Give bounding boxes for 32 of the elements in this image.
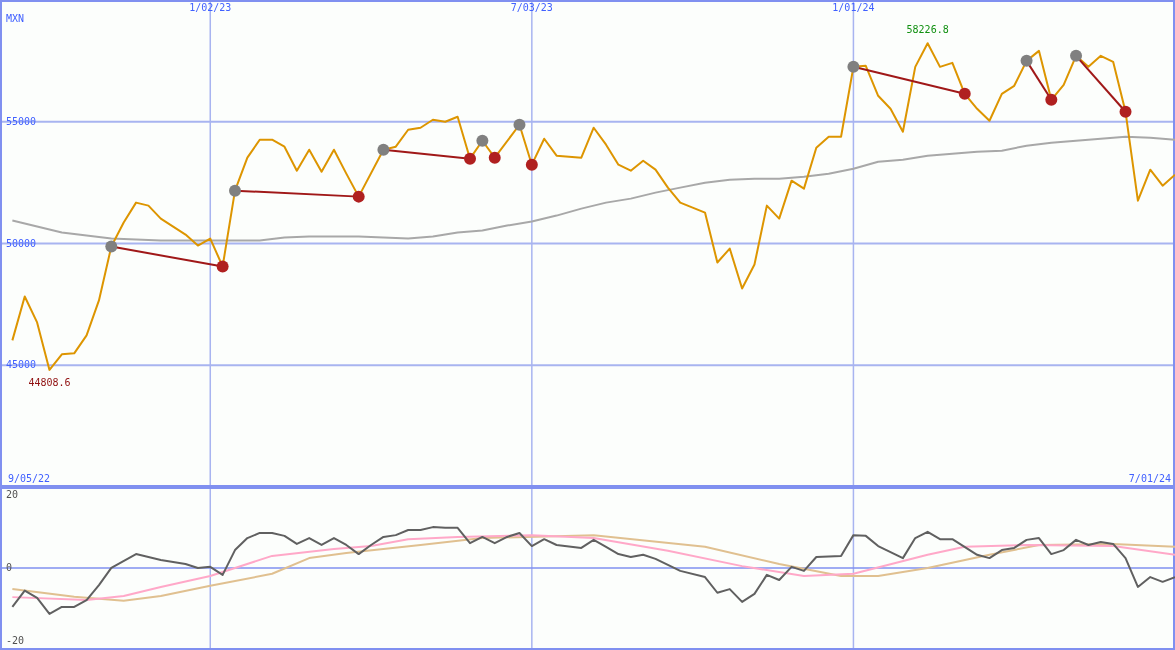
annotation: 58226.8 bbox=[906, 24, 949, 36]
x-tick-label: 1/02/23 bbox=[189, 2, 232, 13]
point bbox=[377, 143, 390, 156]
point bbox=[847, 60, 860, 73]
point bbox=[1119, 105, 1132, 118]
line-series bbox=[11, 526, 1175, 615]
y-axis-title: MXN bbox=[6, 13, 25, 24]
point bbox=[1020, 54, 1033, 67]
line-series bbox=[11, 534, 1175, 602]
y-tick-label: 55000 bbox=[6, 115, 37, 127]
annotation: 9/05/22 bbox=[8, 473, 51, 484]
point bbox=[352, 190, 365, 203]
x-tick-label: 7/03/23 bbox=[510, 2, 553, 13]
point bbox=[216, 260, 229, 273]
point bbox=[525, 158, 538, 171]
point bbox=[1045, 93, 1058, 106]
annotation: 44808.6 bbox=[28, 376, 71, 388]
y-tick-label: 45000 bbox=[6, 359, 37, 371]
point bbox=[1070, 49, 1083, 62]
annotation: 7/01/24 bbox=[1128, 473, 1171, 484]
point bbox=[464, 152, 476, 165]
y-tick-label: 50000 bbox=[6, 237, 37, 249]
point bbox=[488, 151, 501, 164]
point bbox=[476, 134, 489, 147]
point bbox=[229, 184, 241, 197]
x-tick-label: 1/01/24 bbox=[832, 2, 875, 13]
y-tick-label: 20 bbox=[6, 489, 19, 501]
point bbox=[105, 240, 118, 253]
y-tick-label: -20 bbox=[6, 634, 25, 646]
point bbox=[958, 87, 971, 100]
y-tick-label: 0 bbox=[6, 561, 13, 573]
point bbox=[513, 118, 526, 131]
